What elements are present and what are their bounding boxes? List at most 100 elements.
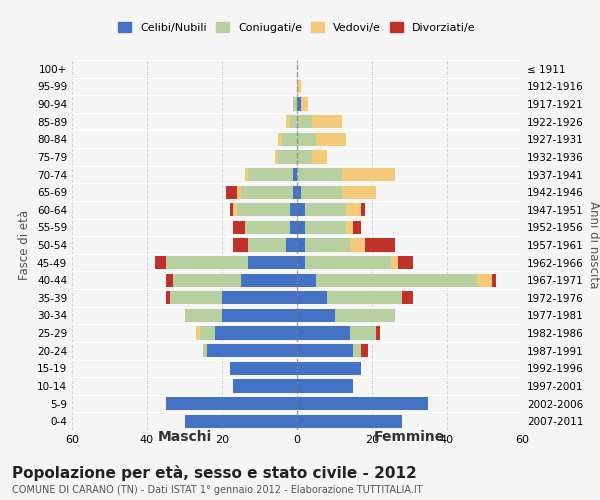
Bar: [492, 274, 496, 287]
Bar: [361, 344, 368, 358]
Bar: [297, 380, 353, 392]
Bar: [297, 238, 305, 252]
Bar: [166, 397, 297, 410]
Bar: [305, 203, 346, 216]
Text: COMUNE DI CARANO (TN) - Dati ISTAT 1° gennaio 2012 - Elaborazione TUTTITALIA.IT: COMUNE DI CARANO (TN) - Dati ISTAT 1° ge…: [12, 485, 422, 495]
Bar: [297, 150, 312, 164]
Bar: [305, 238, 349, 252]
Bar: [297, 326, 349, 340]
Bar: [361, 203, 365, 216]
Bar: [312, 150, 327, 164]
Bar: [305, 256, 391, 269]
Bar: [248, 168, 293, 181]
Bar: [155, 256, 166, 269]
Bar: [297, 309, 335, 322]
Bar: [297, 132, 316, 146]
Bar: [297, 291, 327, 304]
Bar: [353, 221, 361, 234]
Bar: [342, 168, 395, 181]
Bar: [226, 186, 237, 198]
Bar: [237, 186, 241, 198]
Bar: [376, 326, 380, 340]
Bar: [275, 150, 278, 164]
Bar: [297, 221, 305, 234]
Bar: [229, 362, 297, 375]
Bar: [342, 186, 376, 198]
Bar: [297, 274, 316, 287]
Bar: [185, 414, 297, 428]
Bar: [196, 326, 199, 340]
Bar: [207, 344, 297, 358]
Bar: [349, 326, 376, 340]
Bar: [233, 221, 245, 234]
Bar: [245, 168, 248, 181]
Bar: [222, 291, 297, 304]
Bar: [233, 203, 237, 216]
Bar: [297, 344, 353, 358]
Bar: [398, 256, 413, 269]
Bar: [293, 98, 297, 110]
Bar: [365, 238, 395, 252]
Bar: [327, 291, 402, 304]
Bar: [316, 274, 477, 287]
Text: Maschi: Maschi: [157, 430, 212, 444]
Bar: [170, 291, 222, 304]
Bar: [286, 238, 297, 252]
Bar: [297, 80, 301, 93]
Y-axis label: Anni di nascita: Anni di nascita: [587, 202, 600, 288]
Bar: [297, 256, 305, 269]
Bar: [248, 256, 297, 269]
Bar: [301, 98, 308, 110]
Bar: [297, 168, 342, 181]
Text: Popolazione per età, sesso e stato civile - 2012: Popolazione per età, sesso e stato civil…: [12, 465, 417, 481]
Bar: [290, 221, 297, 234]
Bar: [166, 274, 173, 287]
Bar: [297, 115, 312, 128]
Bar: [203, 344, 207, 358]
Bar: [391, 256, 398, 269]
Text: Femmine: Femmine: [374, 430, 445, 444]
Bar: [297, 186, 301, 198]
Bar: [305, 221, 346, 234]
Bar: [233, 238, 248, 252]
Bar: [229, 203, 233, 216]
Bar: [346, 203, 361, 216]
Bar: [349, 238, 365, 252]
Bar: [222, 309, 297, 322]
Bar: [316, 132, 346, 146]
Bar: [290, 115, 297, 128]
Bar: [293, 168, 297, 181]
Bar: [293, 186, 297, 198]
Bar: [477, 274, 492, 287]
Bar: [297, 362, 361, 375]
Bar: [297, 203, 305, 216]
Bar: [237, 203, 290, 216]
Bar: [335, 309, 395, 322]
Bar: [286, 115, 290, 128]
Legend: Celibi/Nubili, Coniugati/e, Vedovi/e, Divorziati/e: Celibi/Nubili, Coniugati/e, Vedovi/e, Di…: [114, 18, 480, 37]
Bar: [278, 150, 297, 164]
Bar: [346, 221, 353, 234]
Bar: [233, 380, 297, 392]
Bar: [241, 274, 297, 287]
Bar: [282, 132, 297, 146]
Bar: [166, 256, 248, 269]
Bar: [245, 221, 290, 234]
Bar: [166, 291, 170, 304]
Bar: [290, 203, 297, 216]
Bar: [241, 186, 293, 198]
Y-axis label: Fasce di età: Fasce di età: [19, 210, 31, 280]
Bar: [215, 326, 297, 340]
Bar: [301, 186, 342, 198]
Bar: [297, 98, 301, 110]
Bar: [248, 238, 286, 252]
Bar: [402, 291, 413, 304]
Bar: [297, 414, 402, 428]
Bar: [297, 397, 428, 410]
Bar: [199, 326, 215, 340]
Bar: [185, 309, 222, 322]
Bar: [312, 115, 342, 128]
Bar: [278, 132, 282, 146]
Bar: [173, 274, 241, 287]
Bar: [353, 344, 361, 358]
